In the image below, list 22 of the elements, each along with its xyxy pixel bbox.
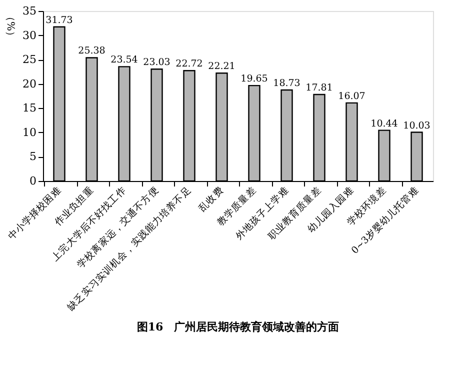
data-label: 10.44 (370, 118, 398, 130)
data-label: 19.65 (240, 74, 268, 85)
y-tick-label: 0 (30, 174, 36, 188)
data-label: 22.21 (208, 61, 236, 72)
y-tick-label: 20 (22, 77, 36, 90)
data-label: 23.03 (143, 57, 170, 68)
data-label: 31.73 (46, 14, 73, 26)
y-axis-title: （%） (4, 12, 16, 42)
data-label: 17.81 (306, 82, 333, 94)
y-tick-label: 10 (22, 126, 36, 139)
y-tick-label: 35 (22, 4, 36, 18)
data-label: 23.54 (110, 54, 138, 66)
y-tick-label: 30 (22, 28, 36, 42)
data-label: 16.07 (338, 90, 366, 102)
data-label: 18.73 (273, 78, 300, 90)
y-tick-label: 15 (22, 102, 36, 115)
y-tick-label: 5 (30, 150, 36, 164)
data-label: 22.72 (176, 58, 203, 70)
data-label: 10.03 (403, 120, 430, 132)
data-label: 25.38 (78, 46, 106, 57)
text: 图16 广州居民期待教育领域改善的方面 (136, 320, 340, 334)
y-tick-label: 25 (22, 53, 36, 66)
